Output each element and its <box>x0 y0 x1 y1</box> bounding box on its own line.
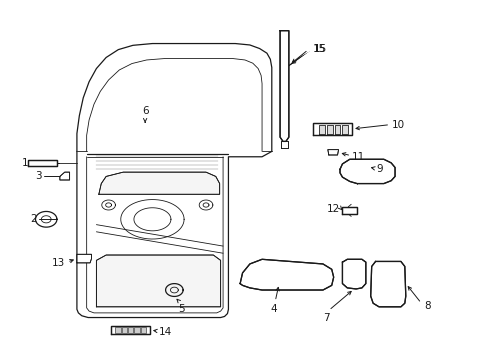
Polygon shape <box>343 207 357 214</box>
Text: 11: 11 <box>352 152 366 162</box>
Text: 13: 13 <box>51 258 65 268</box>
Polygon shape <box>327 125 333 134</box>
FancyBboxPatch shape <box>122 327 127 333</box>
Text: 9: 9 <box>376 164 383 174</box>
Polygon shape <box>281 141 288 148</box>
FancyBboxPatch shape <box>116 327 121 333</box>
Text: 10: 10 <box>392 120 405 130</box>
Text: 5: 5 <box>178 304 185 314</box>
Polygon shape <box>313 123 352 135</box>
Polygon shape <box>111 326 150 334</box>
Text: 7: 7 <box>323 313 330 323</box>
Polygon shape <box>240 259 334 290</box>
Polygon shape <box>335 125 341 134</box>
Polygon shape <box>77 254 92 263</box>
Polygon shape <box>319 125 325 134</box>
FancyBboxPatch shape <box>134 327 140 333</box>
Polygon shape <box>371 261 406 307</box>
Text: 2: 2 <box>30 214 36 224</box>
Polygon shape <box>343 125 348 134</box>
Text: 15: 15 <box>313 44 326 54</box>
Polygon shape <box>280 31 289 141</box>
Text: 1: 1 <box>22 158 28 168</box>
FancyBboxPatch shape <box>128 327 133 333</box>
Polygon shape <box>99 172 220 194</box>
Polygon shape <box>97 255 220 307</box>
Text: 12: 12 <box>327 204 340 214</box>
Polygon shape <box>340 159 395 184</box>
Text: 15: 15 <box>314 44 327 54</box>
Polygon shape <box>60 172 70 180</box>
Polygon shape <box>28 160 57 166</box>
FancyBboxPatch shape <box>141 327 146 333</box>
Text: 4: 4 <box>271 304 277 314</box>
Text: 14: 14 <box>159 327 172 337</box>
Polygon shape <box>328 150 339 155</box>
Text: 6: 6 <box>142 107 148 116</box>
Text: 3: 3 <box>35 171 41 181</box>
Text: 8: 8 <box>424 301 431 311</box>
Polygon shape <box>343 259 366 289</box>
